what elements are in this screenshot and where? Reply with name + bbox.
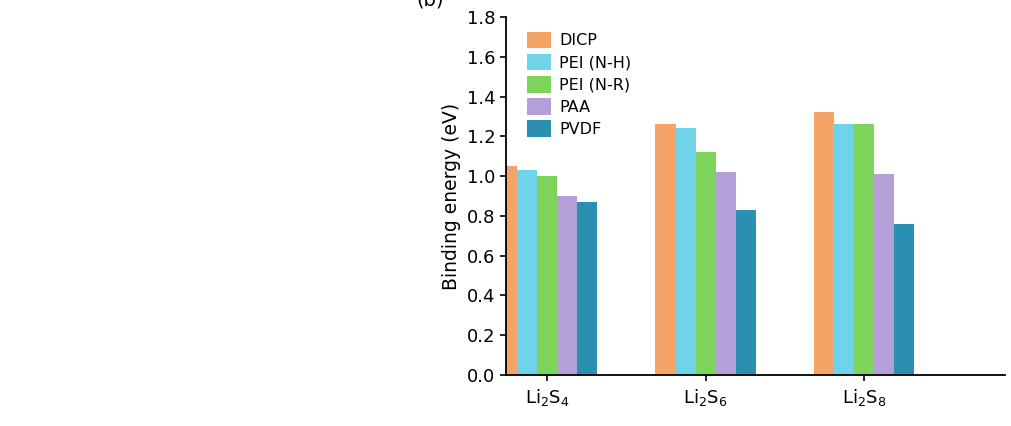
Bar xyxy=(854,124,875,375)
Bar xyxy=(557,196,577,375)
Bar xyxy=(537,176,557,375)
Bar xyxy=(736,210,755,375)
Bar xyxy=(655,124,675,375)
Legend: DICP, PEI (N-H), PEI (N-R), PAA, PVDF: DICP, PEI (N-H), PEI (N-R), PAA, PVDF xyxy=(524,29,635,140)
Bar xyxy=(834,124,854,375)
Bar xyxy=(875,174,895,375)
Bar xyxy=(814,112,834,375)
Bar xyxy=(895,224,914,375)
Bar xyxy=(517,170,537,375)
Text: (b): (b) xyxy=(417,0,444,10)
Bar xyxy=(696,152,716,375)
Y-axis label: Binding energy (eV): Binding energy (eV) xyxy=(443,102,461,290)
Bar xyxy=(496,166,517,375)
Bar xyxy=(577,202,598,375)
Bar xyxy=(716,172,736,375)
Bar xyxy=(675,128,696,375)
